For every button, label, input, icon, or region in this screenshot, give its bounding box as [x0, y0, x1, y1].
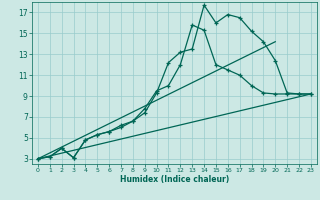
X-axis label: Humidex (Indice chaleur): Humidex (Indice chaleur) [120, 175, 229, 184]
